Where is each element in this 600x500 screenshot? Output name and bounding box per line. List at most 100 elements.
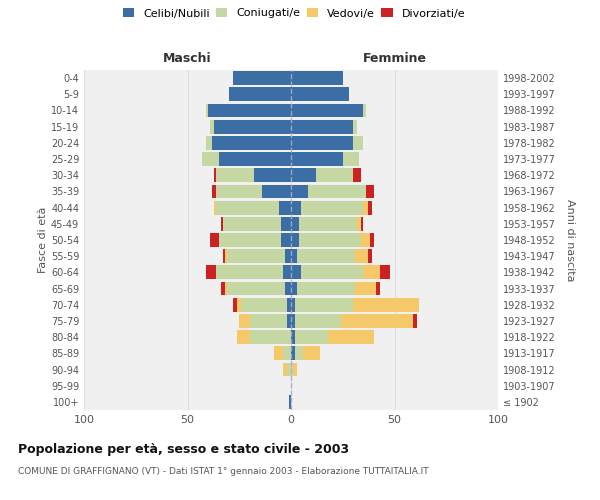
Bar — [217, 184, 262, 198]
Bar — [291, 250, 297, 263]
Bar — [239, 314, 250, 328]
Bar — [380, 266, 391, 280]
Bar — [287, 298, 291, 312]
Bar — [217, 200, 278, 214]
Bar — [365, 184, 374, 198]
Bar — [241, 298, 287, 312]
Bar — [316, 168, 353, 182]
Text: Maschi: Maschi — [163, 52, 212, 65]
Bar — [353, 298, 419, 312]
Bar — [295, 314, 341, 328]
Bar — [291, 314, 295, 328]
Bar — [341, 314, 413, 328]
Bar — [227, 282, 285, 296]
Bar — [233, 298, 237, 312]
Bar — [289, 395, 291, 409]
Bar — [361, 233, 370, 247]
Bar — [291, 152, 343, 166]
Bar — [355, 250, 368, 263]
Bar — [287, 362, 291, 376]
Bar — [262, 184, 291, 198]
Bar — [293, 362, 297, 376]
Bar — [370, 233, 374, 247]
Bar — [291, 120, 353, 134]
Bar — [281, 217, 291, 230]
Legend: Celibi/Nubili, Coniugati/e, Vedovi/e, Divorziati/e: Celibi/Nubili, Coniugati/e, Vedovi/e, Di… — [123, 8, 465, 18]
Bar — [210, 233, 218, 247]
Bar — [295, 330, 328, 344]
Bar — [285, 250, 291, 263]
Bar — [291, 217, 299, 230]
Bar — [353, 136, 364, 149]
Bar — [343, 152, 359, 166]
Bar — [291, 71, 343, 85]
Bar — [291, 298, 295, 312]
Bar — [208, 104, 291, 118]
Bar — [217, 168, 254, 182]
Bar — [291, 88, 349, 101]
Bar — [283, 346, 291, 360]
Bar — [297, 250, 355, 263]
Bar — [283, 266, 291, 280]
Bar — [283, 362, 287, 376]
Bar — [291, 104, 364, 118]
Bar — [291, 266, 301, 280]
Bar — [281, 233, 291, 247]
Bar — [364, 104, 365, 118]
Bar — [237, 330, 250, 344]
Bar — [364, 200, 368, 214]
Bar — [291, 168, 316, 182]
Bar — [229, 88, 291, 101]
Bar — [376, 282, 380, 296]
Bar — [217, 266, 283, 280]
Bar — [206, 266, 217, 280]
Bar — [218, 233, 281, 247]
Text: Femmine: Femmine — [362, 52, 427, 65]
Bar — [291, 136, 353, 149]
Bar — [214, 168, 217, 182]
Bar — [304, 346, 320, 360]
Y-axis label: Anni di nascita: Anni di nascita — [565, 198, 575, 281]
Bar — [291, 362, 293, 376]
Bar — [291, 200, 301, 214]
Bar — [250, 314, 287, 328]
Bar — [225, 250, 227, 263]
Bar — [357, 217, 361, 230]
Bar — [291, 330, 295, 344]
Bar — [299, 217, 357, 230]
Bar — [206, 136, 212, 149]
Bar — [218, 152, 291, 166]
Bar — [212, 184, 217, 198]
Bar — [221, 282, 225, 296]
Bar — [233, 71, 291, 85]
Bar — [202, 152, 218, 166]
Bar — [212, 136, 291, 149]
Bar — [291, 346, 295, 360]
Bar — [214, 200, 217, 214]
Bar — [364, 266, 380, 280]
Bar — [285, 282, 291, 296]
Bar — [206, 104, 208, 118]
Bar — [361, 217, 364, 230]
Bar — [368, 200, 372, 214]
Bar — [225, 282, 227, 296]
Bar — [291, 282, 297, 296]
Bar — [295, 346, 304, 360]
Bar — [221, 217, 223, 230]
Text: Popolazione per età, sesso e stato civile - 2003: Popolazione per età, sesso e stato civil… — [18, 442, 349, 456]
Bar — [210, 120, 214, 134]
Bar — [278, 200, 291, 214]
Bar — [295, 298, 353, 312]
Bar — [291, 233, 299, 247]
Bar — [355, 282, 376, 296]
Bar — [413, 314, 417, 328]
Bar — [227, 250, 285, 263]
Text: COMUNE DI GRAFFIGNANO (VT) - Dati ISTAT 1° gennaio 2003 - Elaborazione TUTTAITAL: COMUNE DI GRAFFIGNANO (VT) - Dati ISTAT … — [18, 468, 428, 476]
Bar — [353, 120, 357, 134]
Bar — [308, 184, 365, 198]
Bar — [274, 346, 283, 360]
Bar — [223, 250, 225, 263]
Bar — [353, 168, 361, 182]
Bar — [250, 330, 291, 344]
Bar — [301, 266, 364, 280]
